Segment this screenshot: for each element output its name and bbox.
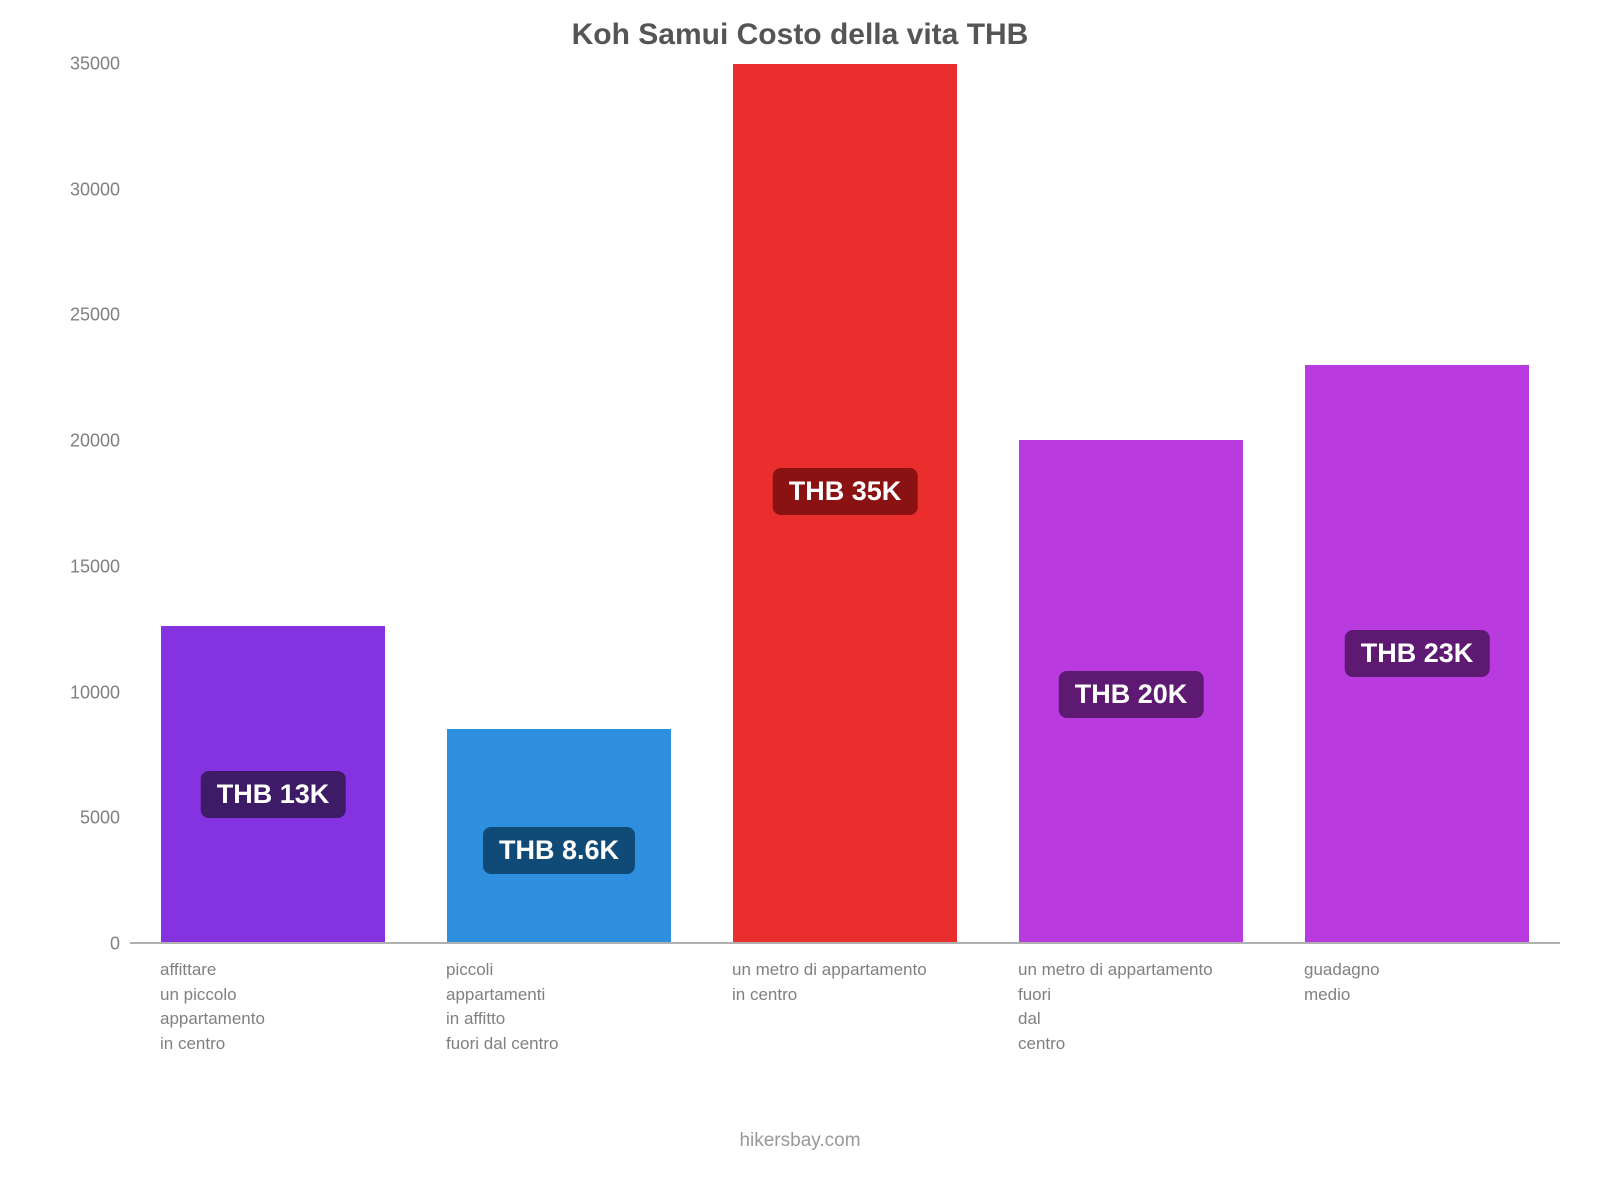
x-tick-label: guadagno medio bbox=[1274, 958, 1550, 1007]
y-tick: 5000 bbox=[80, 808, 120, 829]
y-tick: 30000 bbox=[70, 179, 120, 200]
chart-title: Koh Samui Costo della vita THB bbox=[40, 18, 1560, 52]
y-tick: 0 bbox=[110, 934, 120, 955]
x-tick-slot: piccoli appartamenti in affitto fuori da… bbox=[416, 958, 702, 1094]
y-axis: 05000100001500020000250003000035000 bbox=[40, 64, 130, 944]
bar: THB 13K bbox=[161, 626, 384, 942]
bars-layer: THB 13K THB 8.6K THB 35K THB 20K THB 23K bbox=[130, 64, 1560, 942]
x-tick-slot: affittare un piccolo appartamento in cen… bbox=[130, 958, 416, 1094]
bar-slot: THB 20K bbox=[988, 64, 1274, 942]
chart-container: Koh Samui Costo della vita THB 0 5000 1000… bbox=[0, 0, 1600, 1200]
x-tick-slot: un metro di appartamento in centro bbox=[702, 958, 988, 1094]
y-tick: 35000 bbox=[70, 54, 120, 75]
bar-slot: THB 8.6K bbox=[416, 64, 702, 942]
y-tick: 25000 bbox=[70, 305, 120, 326]
x-tick-label: un metro di appartamento fuori dal centr… bbox=[988, 958, 1264, 1057]
bar-value-badge: THB 23K bbox=[1345, 630, 1490, 677]
footer-attribution: hikersbay.com bbox=[40, 1130, 1560, 1152]
bar: THB 8.6K bbox=[447, 729, 670, 942]
x-tick-label: piccoli appartamenti in affitto fuori da… bbox=[416, 958, 692, 1057]
bar-slot: THB 35K bbox=[702, 64, 988, 942]
y-tick: 10000 bbox=[70, 682, 120, 703]
x-tick-label: un metro di appartamento in centro bbox=[702, 958, 978, 1007]
bar: THB 20K bbox=[1019, 440, 1242, 942]
bar-value-badge: THB 20K bbox=[1059, 671, 1204, 718]
y-tick: 20000 bbox=[70, 431, 120, 452]
y-tick: 15000 bbox=[70, 556, 120, 577]
bar-slot: THB 13K bbox=[130, 64, 416, 942]
bar: THB 35K bbox=[733, 64, 956, 942]
bar-slot: THB 23K bbox=[1274, 64, 1560, 942]
x-tick-label: affittare un piccolo appartamento in cen… bbox=[130, 958, 406, 1057]
x-tick-slot: un metro di appartamento fuori dal centr… bbox=[988, 958, 1274, 1094]
bar-value-badge: THB 8.6K bbox=[483, 827, 635, 874]
x-axis: affittare un piccolo appartamento in cen… bbox=[130, 944, 1560, 1094]
bar: THB 23K bbox=[1305, 365, 1528, 942]
x-tick-slot: guadagno medio bbox=[1274, 958, 1560, 1094]
chart-body: 05000100001500020000250003000035000 THB … bbox=[40, 64, 1560, 944]
bar-value-badge: THB 35K bbox=[773, 468, 918, 515]
plot-area: THB 13K THB 8.6K THB 35K THB 20K THB 23K bbox=[130, 64, 1560, 944]
bar-value-badge: THB 13K bbox=[201, 771, 346, 818]
